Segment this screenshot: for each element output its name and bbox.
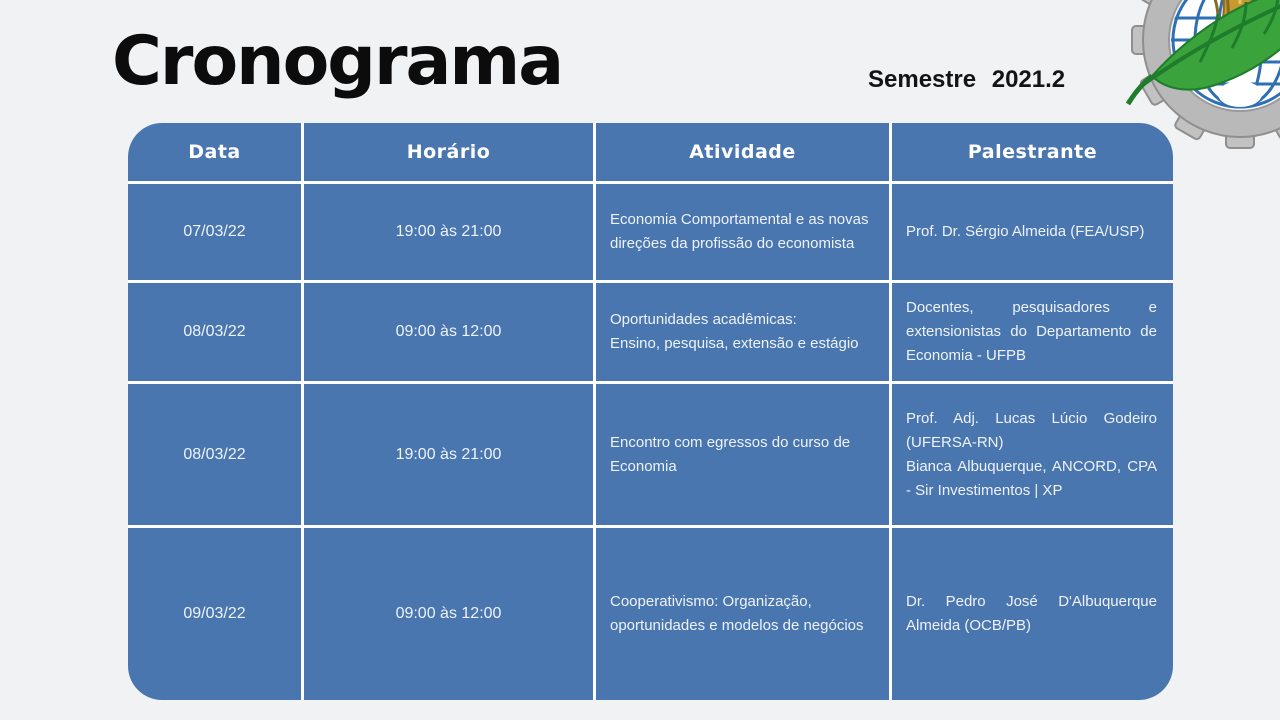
cell-palestrante-row-2: Docentes, pesquisadores e extensionistas… — [892, 283, 1173, 381]
page-title: Cronograma — [112, 22, 564, 101]
cell-horario-row-2: 09:00 às 12:00 — [304, 283, 593, 381]
leaf-icon — [1125, 0, 1280, 106]
column-header-data: Data — [128, 123, 301, 181]
economics-gear-emblem-logo — [1125, 0, 1280, 152]
column-header-palestrante: Palestrante — [892, 123, 1173, 181]
cell-atividade-row-4: Cooperativismo: Organização, oportunidad… — [596, 528, 889, 700]
semester-subtitle: Semestre 2021.2 — [868, 66, 1066, 93]
cell-atividade-row-1: Economia Comportamental e as novas direç… — [596, 184, 889, 280]
cell-data-row-3: 08/03/22 — [128, 384, 301, 525]
cell-atividade-row-2: Oportunidades acadêmicas: Ensino, pesqui… — [596, 283, 889, 381]
cell-horario-row-1: 19:00 às 21:00 — [304, 184, 593, 280]
cell-data-row-4: 09/03/22 — [128, 528, 301, 700]
cell-palestrante-row-3: Prof. Adj. Lucas Lúcio Godeiro (UFERSA-R… — [892, 384, 1173, 525]
column-header-atividade: Atividade — [596, 123, 889, 181]
cell-palestrante-row-1: Prof. Dr. Sérgio Almeida (FEA/USP) — [892, 184, 1173, 280]
cell-atividade-row-3: Encontro com egressos do curso de Econom… — [596, 384, 889, 525]
column-header-horario: Horário — [304, 123, 593, 181]
cell-data-row-2: 08/03/22 — [128, 283, 301, 381]
economics-emblem-icon — [1125, 0, 1280, 149]
cell-data-row-1: 07/03/22 — [128, 184, 301, 280]
cell-palestrante-row-4: Dr. Pedro José D'Albuquerque Almeida (OC… — [892, 528, 1173, 700]
cell-horario-row-4: 09:00 às 12:00 — [304, 528, 593, 700]
schedule-table: Data Horário Atividade Palestrante 07/03… — [128, 123, 1173, 700]
cell-horario-row-3: 19:00 às 21:00 — [304, 384, 593, 525]
